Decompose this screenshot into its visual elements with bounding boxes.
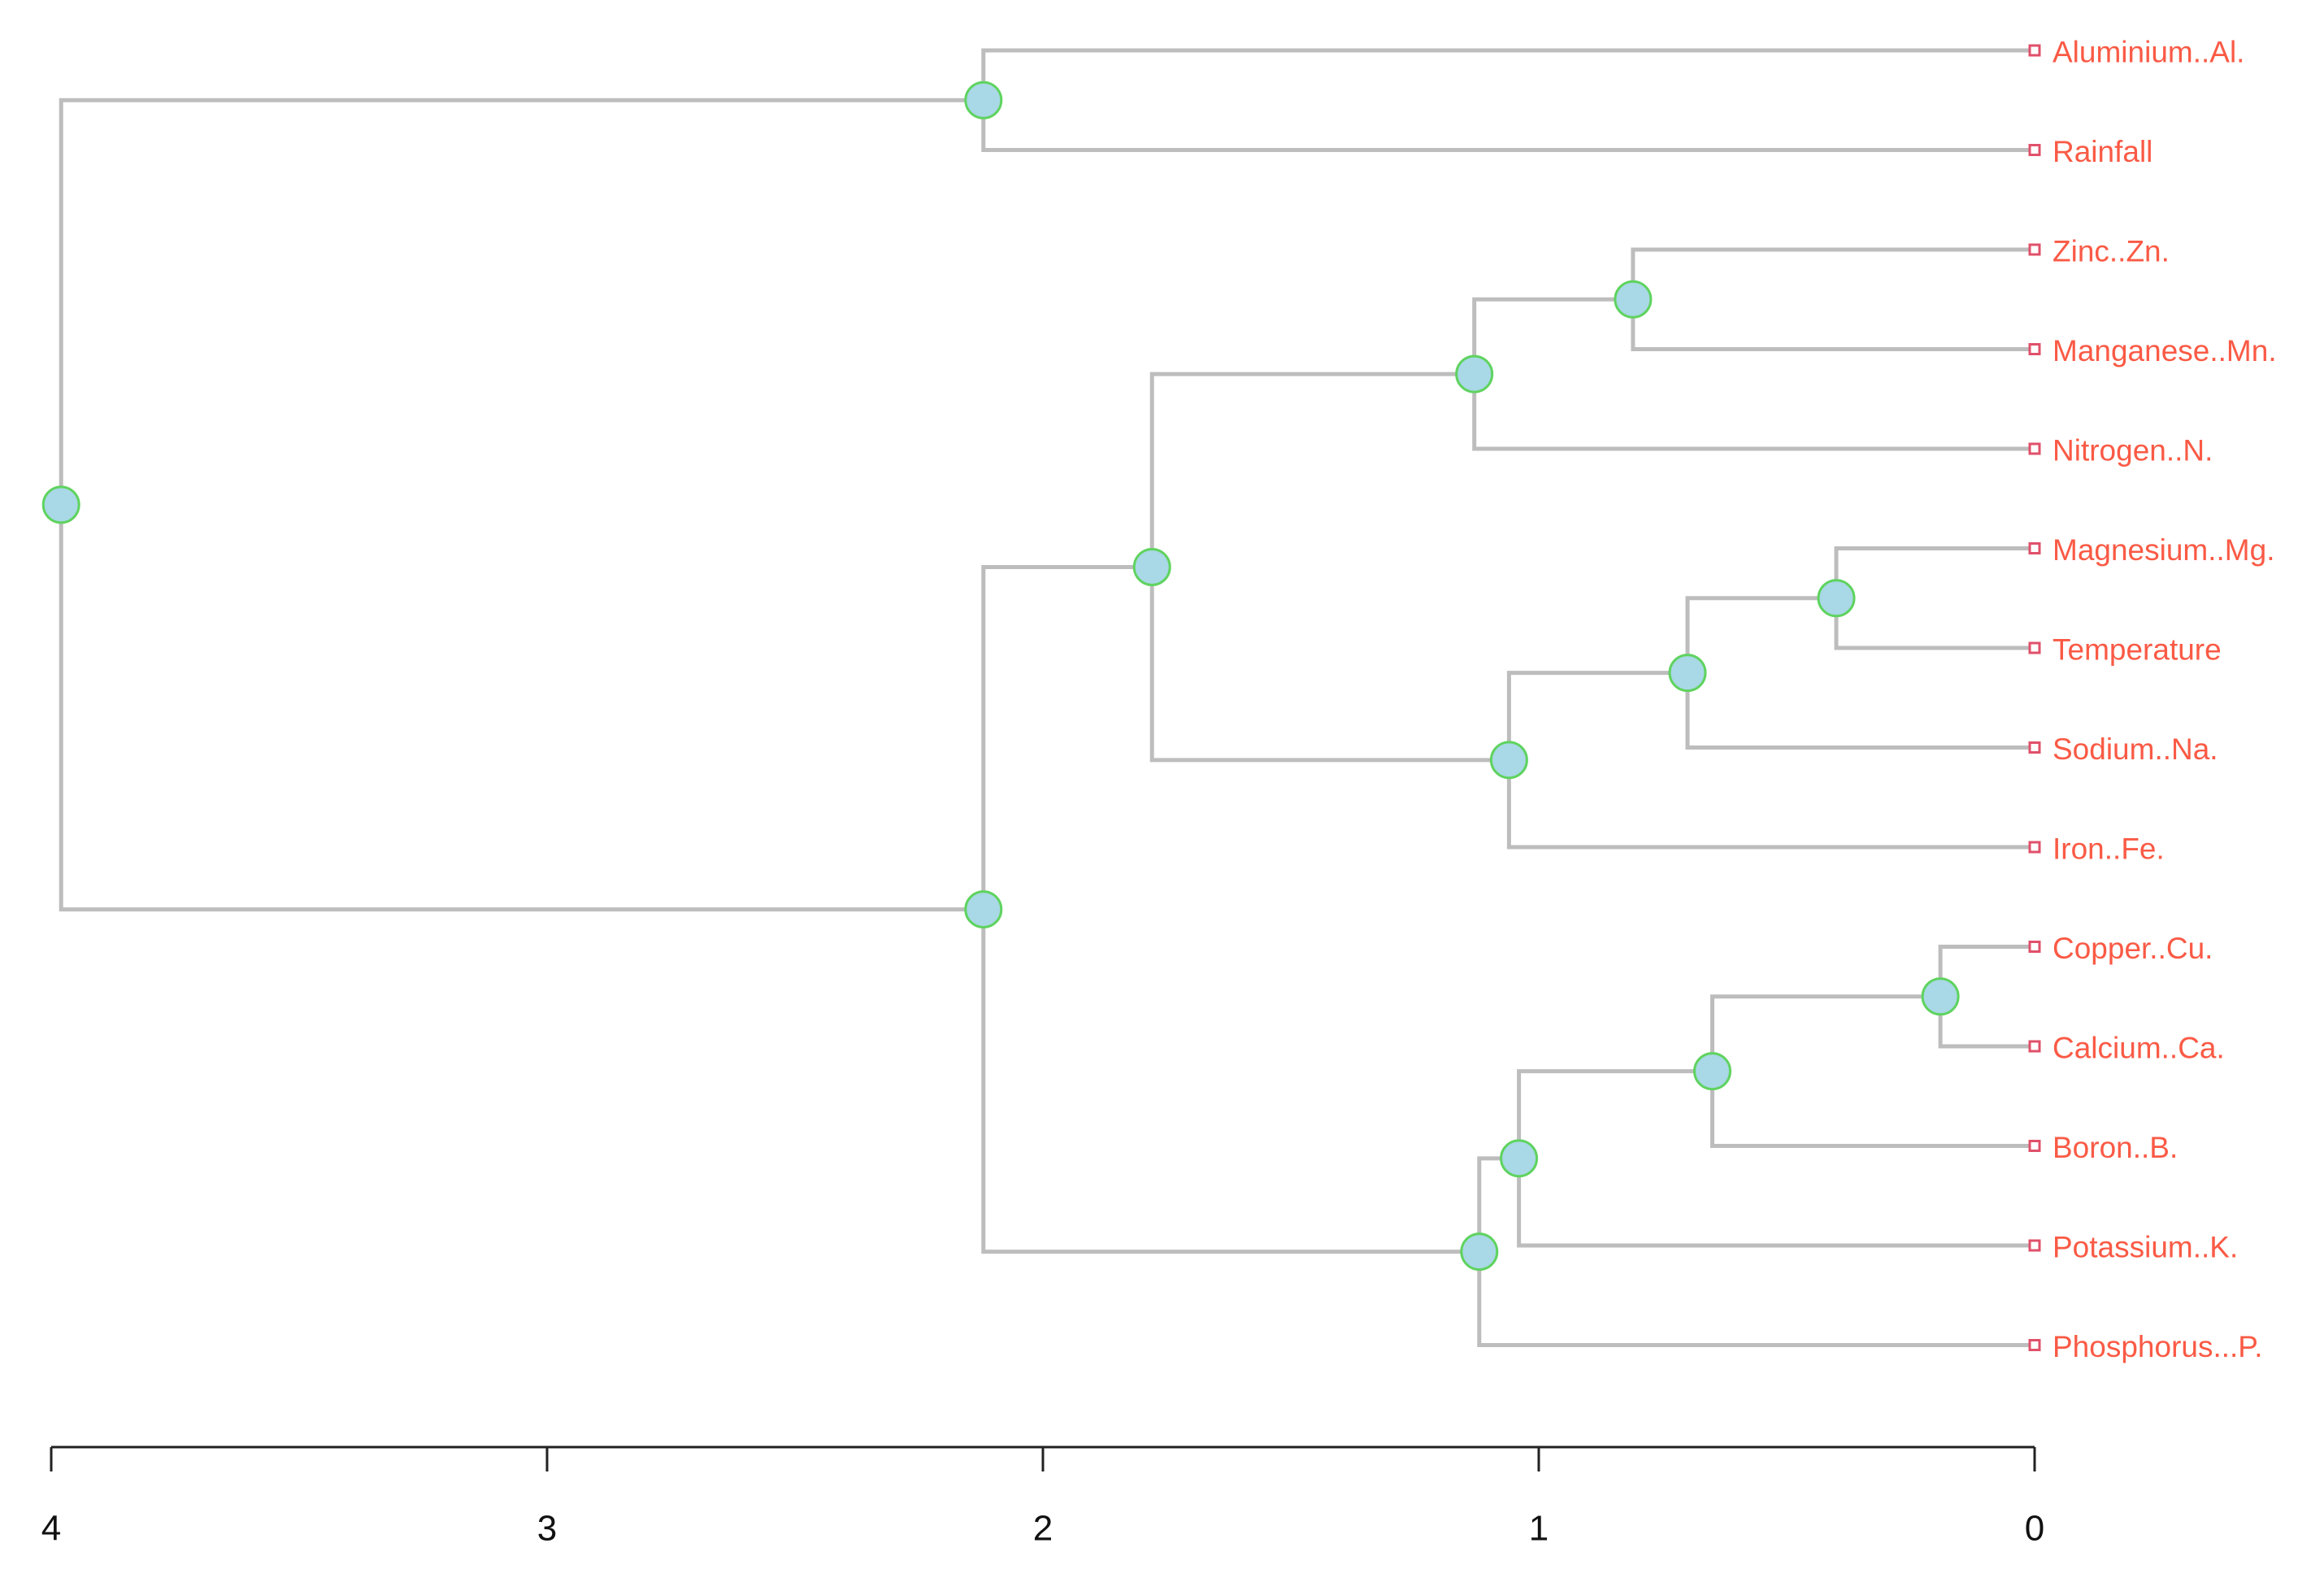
branch-line [1834, 546, 2035, 598]
leaf-label: Boron..B. [2053, 1131, 2178, 1164]
merge-node [1921, 977, 1960, 1016]
merge-node [964, 890, 1003, 929]
branch-line [1477, 1251, 2035, 1347]
merge-node [1668, 654, 1707, 693]
leaf-marker [2028, 641, 2041, 654]
merge-node [1132, 547, 1171, 586]
branch-line [1685, 596, 1836, 673]
branch-line [1149, 567, 1510, 763]
leaf-marker [2028, 442, 2041, 455]
leaf-label: Iron..Fe. [2053, 832, 2165, 866]
merge-node [41, 485, 80, 524]
leaf-marker [2028, 44, 2041, 57]
leaf-marker [2028, 243, 2041, 256]
branch-line [1631, 247, 2035, 300]
leaf-labels: Aluminium..Al. Rainfall Zinc..Zn. Manganese… [2028, 36, 2277, 1363]
branch-line [981, 48, 2035, 101]
leaf-label: Rainfall [2053, 135, 2152, 168]
branch-line [1631, 299, 2035, 351]
x-axis: 4 3 2 1 0 [41, 1445, 2044, 1549]
leaf-label: Sodium..Na. [2053, 732, 2218, 766]
leaf-marker [2028, 741, 2041, 754]
merge-node [1455, 354, 1494, 393]
x-tick-label: 4 [41, 1509, 61, 1549]
branch-line [1685, 672, 2035, 750]
leaf-label: Calcium..Ca. [2053, 1032, 2225, 1065]
merge-node [1500, 1139, 1539, 1178]
leaf-marker [2028, 1140, 2041, 1152]
leaf-label: Nitrogen..N. [2053, 434, 2213, 467]
merge-node [1460, 1232, 1499, 1271]
branch-line [1710, 1071, 2035, 1148]
branch-line [1834, 598, 2035, 650]
merge-node [1614, 280, 1653, 319]
leaf-label: Magnesium..Mg. [2053, 533, 2275, 567]
x-tick-label: 2 [1033, 1509, 1053, 1549]
branch-lines [59, 48, 2035, 1347]
x-tick-label: 1 [1529, 1509, 1549, 1549]
branch-line [1506, 759, 2035, 850]
leaf-label: Temperature [2053, 633, 2222, 667]
leaf-label: Phosphorus...P. [2053, 1330, 2263, 1363]
leaf-marker [2028, 343, 2041, 355]
x-tick-label: 3 [537, 1509, 557, 1549]
branch-line [1506, 671, 1688, 760]
branch-line [59, 98, 984, 505]
leaf-marker [2028, 542, 2041, 554]
branch-line [1517, 1069, 1713, 1158]
merge-node [1817, 579, 1856, 618]
leaf-label: Potassium..K. [2053, 1231, 2238, 1264]
branch-line [1472, 374, 2035, 451]
leaf-label: Zinc..Zn. [2053, 235, 2170, 268]
leaf-marker [2028, 941, 2041, 953]
branch-line [1517, 1158, 2035, 1248]
leaf-marker [2028, 1040, 2041, 1053]
x-tick-label: 0 [2025, 1509, 2044, 1549]
branch-line [1472, 297, 1633, 375]
leaf-label: Manganese..Mn. [2053, 334, 2277, 367]
branch-line [981, 100, 2035, 152]
merge-node [1693, 1052, 1731, 1091]
merge-node [1489, 741, 1528, 780]
merge-node [964, 80, 1003, 120]
branch-line [1710, 994, 1941, 1072]
branch-line [1149, 372, 1475, 567]
leaf-marker [2028, 1339, 2041, 1351]
branch-line [981, 909, 1479, 1254]
leaf-marker [2028, 841, 2041, 854]
branch-line [59, 504, 984, 912]
leaf-marker [2028, 144, 2041, 156]
leaf-marker [2028, 1239, 2041, 1252]
leaf-label: Aluminium..Al. [2053, 36, 2244, 69]
leaf-label: Copper..Cu. [2053, 932, 2213, 965]
merge-nodes [41, 80, 1960, 1271]
branch-line [981, 564, 1153, 910]
